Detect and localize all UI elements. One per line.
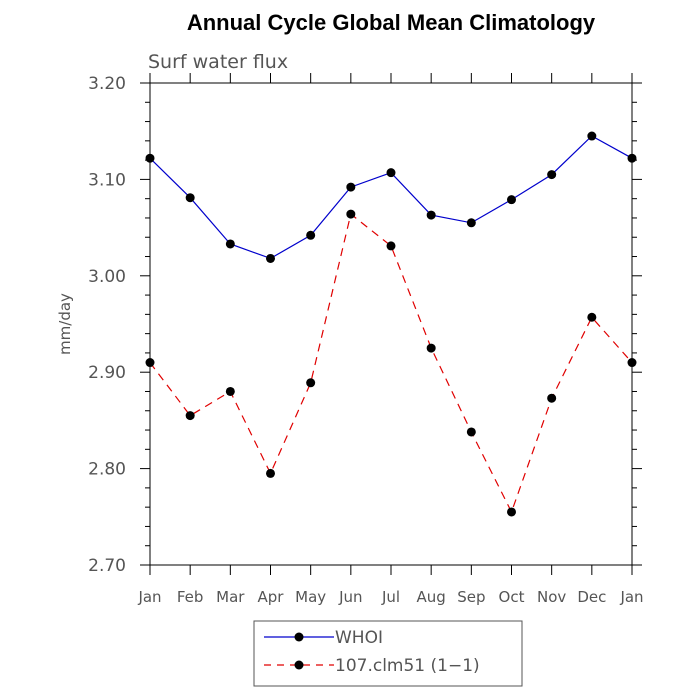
legend-marker-whoi <box>294 632 304 642</box>
legend-marker-clm51 <box>294 660 304 670</box>
y-tick-label: 2.80 <box>88 460 126 480</box>
data-point <box>386 241 396 251</box>
data-point <box>266 468 275 478</box>
data-point <box>386 168 396 178</box>
y-tick-label: 3.10 <box>88 170 126 190</box>
data-point <box>587 131 597 141</box>
data-point <box>426 210 436 220</box>
data-point <box>185 193 195 203</box>
data-point <box>466 427 476 437</box>
series-line-0 <box>149 135 633 260</box>
data-point <box>306 230 316 240</box>
chart-title: Annual Cycle Global Mean Climatology <box>187 10 596 35</box>
data-point <box>627 358 637 368</box>
plot-frame <box>149 82 633 566</box>
x-tick-label: Jan <box>137 588 161 606</box>
legend: WHOI 107.clm51 (1−1) <box>253 620 523 687</box>
data-point <box>346 209 356 219</box>
data-point <box>266 253 275 263</box>
data-point <box>587 312 597 322</box>
y-tick-label: 2.70 <box>88 556 126 576</box>
y-tick-label: 3.00 <box>88 267 126 287</box>
x-tick-label: May <box>295 588 326 606</box>
x-tick-label: Dec <box>577 588 606 606</box>
y-axis-label: mm/day <box>56 293 74 355</box>
data-point <box>346 182 356 192</box>
legend-label-clm51: 107.clm51 (1−1) <box>335 656 480 676</box>
data-point <box>466 218 476 228</box>
plot-axes: 2.70 2.80 2.90 3.00 3.10 3.20 Jan Feb Mar Apr May J… <box>88 73 644 606</box>
data-point <box>185 411 195 421</box>
data-point <box>507 195 516 205</box>
series-layer <box>145 131 637 517</box>
data-point <box>225 239 235 249</box>
x-tick-label: Oct <box>499 588 525 606</box>
data-point <box>547 393 557 403</box>
x-tick-label: Apr <box>258 588 285 606</box>
x-tick-label: Nov <box>537 588 566 606</box>
x-tick-label: Sep <box>457 588 485 606</box>
data-point <box>306 378 316 388</box>
x-tick-label: Jun <box>338 588 362 606</box>
y-tick-label: 2.90 <box>88 363 126 383</box>
legend-box <box>253 620 523 687</box>
series-line-1 <box>149 213 633 514</box>
x-tick-label: Mar <box>216 588 245 606</box>
x-tick-label: Feb <box>177 588 204 606</box>
chart-subtitle: Surf water flux <box>148 51 288 73</box>
data-point <box>627 153 637 163</box>
data-point <box>145 358 155 368</box>
data-point <box>225 386 235 396</box>
data-point <box>426 343 436 353</box>
data-point <box>145 153 155 163</box>
legend-label-whoi: WHOI <box>335 628 383 648</box>
data-point <box>547 170 557 180</box>
x-tick-label: Aug <box>417 588 446 606</box>
y-tick-label: 3.20 <box>88 74 126 94</box>
x-tick-label: Jul <box>381 588 400 606</box>
x-tick-label: Jan <box>619 588 643 606</box>
data-point <box>507 507 516 517</box>
